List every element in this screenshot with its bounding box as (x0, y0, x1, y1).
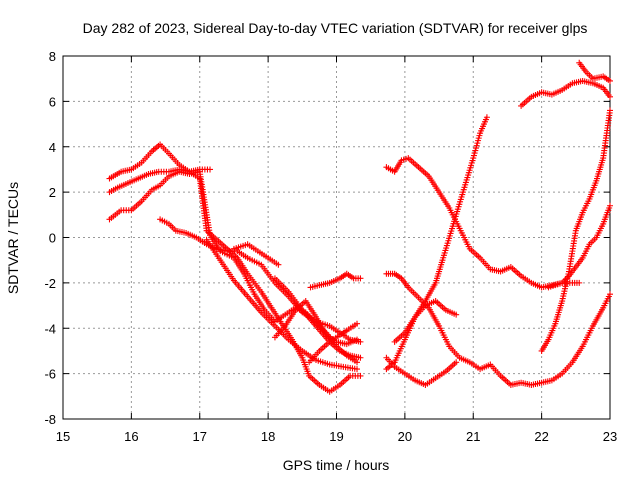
x-tick-label: 15 (56, 429, 70, 444)
grid-lines (63, 56, 610, 419)
series-trace-p (518, 77, 613, 109)
data-point-marker (453, 359, 460, 366)
series-trace-c (106, 166, 214, 196)
data-marks (106, 59, 613, 395)
series-trace-l (383, 155, 583, 291)
data-point-marker (354, 320, 361, 327)
y-tick-label: 8 (49, 49, 56, 64)
x-axis-label: GPS time / hours (283, 457, 390, 473)
x-tick-label: 17 (193, 429, 207, 444)
y-tick-label: 2 (49, 185, 56, 200)
data-point-marker (453, 311, 460, 318)
y-tick-label: -8 (44, 412, 56, 427)
data-point-marker (357, 338, 364, 345)
data-point-marker (607, 93, 613, 100)
y-tick-label: 4 (49, 140, 56, 155)
data-point-marker (607, 202, 613, 209)
data-point-marker (354, 359, 361, 366)
series-trace-m (383, 114, 490, 373)
data-point-marker (607, 77, 613, 84)
data-point-marker (354, 366, 361, 373)
data-point-marker (607, 291, 613, 298)
y-tick-label: -2 (44, 276, 56, 291)
axis-ticks: 15 16 17 18 19 20 21 22 23 -8 -6 -4 -2 0 2 4 6 8 (44, 49, 617, 444)
series-trace-r (538, 107, 613, 354)
data-point-marker (207, 166, 214, 173)
y-axis-label: SDTVAR / TECUs (5, 182, 21, 294)
data-point-marker (483, 114, 490, 121)
data-point-marker (354, 336, 361, 343)
data-point-marker (576, 279, 583, 286)
data-point-marker (357, 275, 364, 282)
chart-title: Day 282 of 2023, Sidereal Day-to-day VTE… (83, 20, 588, 36)
x-tick-label: 20 (398, 429, 412, 444)
y-tick-label: 6 (49, 94, 56, 109)
data-point-marker (357, 372, 364, 379)
series-trace-s (545, 202, 613, 291)
x-tick-label: 18 (261, 429, 275, 444)
series-trace-k (383, 270, 613, 388)
series-trace-j (307, 270, 364, 291)
series-trace-b (106, 141, 364, 395)
x-tick-label: 19 (329, 429, 343, 444)
y-tick-label: -6 (44, 367, 56, 382)
data-point-marker (275, 261, 282, 268)
series-trace-f (230, 241, 282, 268)
y-tick-label: 0 (49, 231, 56, 246)
series-trace-q (576, 59, 613, 84)
data-point-marker (607, 107, 613, 114)
series-trace-o (391, 298, 460, 345)
data-point-marker (357, 354, 364, 361)
x-tick-label: 21 (466, 429, 480, 444)
x-tick-label: 16 (124, 429, 138, 444)
x-tick-label: 22 (534, 429, 548, 444)
series-trace-n (383, 354, 460, 388)
y-tick-label: -4 (44, 321, 56, 336)
series-trace-i (306, 320, 361, 366)
x-tick-label: 23 (603, 429, 617, 444)
